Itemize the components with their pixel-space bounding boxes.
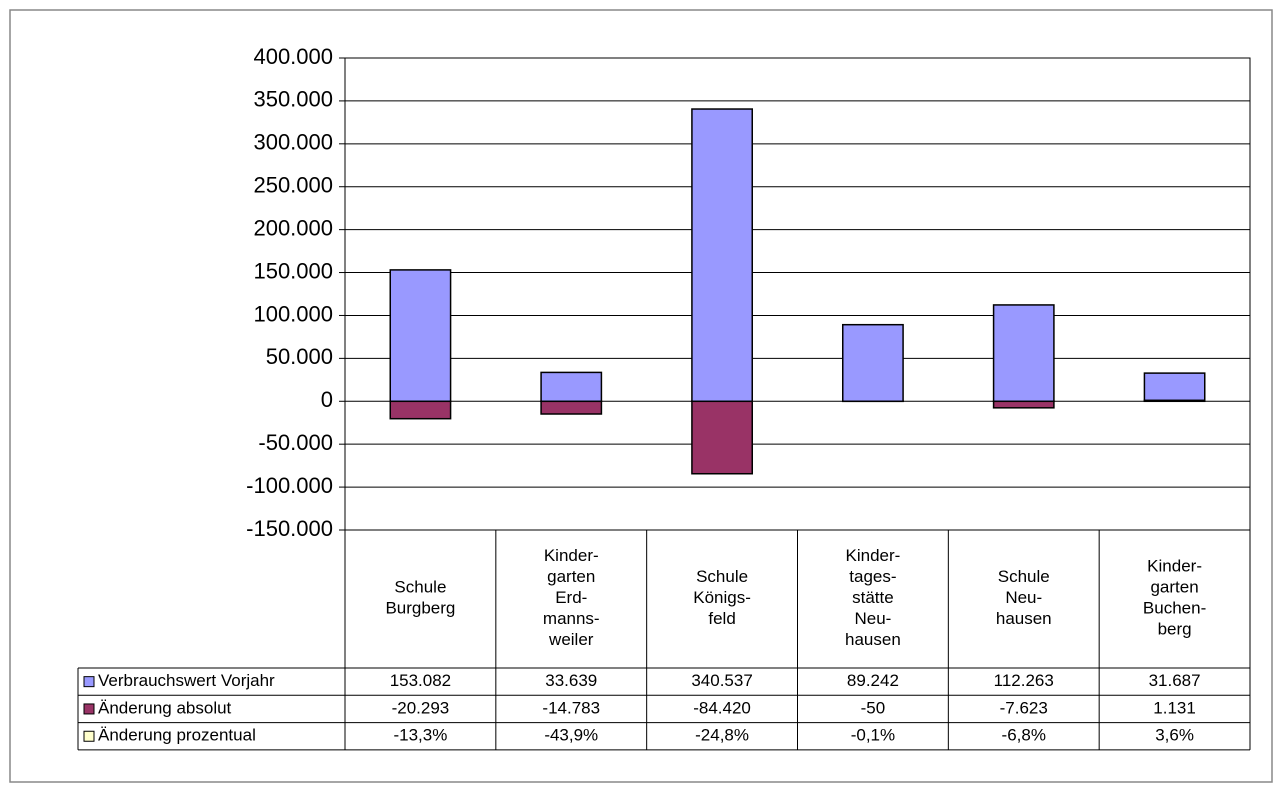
bar (390, 270, 450, 401)
bar (541, 372, 601, 401)
bar (843, 325, 903, 402)
bar (692, 109, 752, 401)
table-value: 112.263 (994, 671, 1054, 690)
table-value: -14.783 (542, 698, 600, 717)
legend-label: Änderung prozentual (98, 726, 256, 745)
y-tick-label: 50.000 (266, 344, 333, 369)
table-value: 153.082 (390, 671, 451, 690)
table-value: -7.623 (1000, 698, 1048, 717)
y-tick-label: 300.000 (253, 130, 333, 155)
legend-label: Änderung absolut (98, 698, 232, 717)
table-value: 1.131 (1153, 698, 1196, 717)
table-value: -0,1% (851, 726, 895, 745)
y-tick-label: -50.000 (258, 430, 333, 455)
table-value: 89.242 (847, 671, 899, 690)
table-value: -43,9% (544, 726, 598, 745)
table-value: -50 (861, 698, 886, 717)
y-tick-label: 400.000 (253, 44, 333, 69)
bar (994, 401, 1054, 408)
table-value: 3,6% (1155, 726, 1194, 745)
legend-swatch (84, 677, 94, 687)
legend-swatch (84, 731, 94, 741)
legend-label: Verbrauchswert Vorjahr (98, 671, 275, 690)
y-tick-label: 200.000 (253, 215, 333, 240)
bar (541, 401, 601, 414)
y-tick-label: 150.000 (253, 258, 333, 283)
y-tick-label: 0 (321, 387, 333, 412)
y-tick-label: 350.000 (253, 87, 333, 112)
table-value: 33.639 (545, 671, 597, 690)
table-value: 340.537 (691, 671, 752, 690)
y-tick-label: -150.000 (246, 516, 333, 541)
bar (1144, 373, 1204, 400)
plot-area (345, 58, 1250, 530)
bar (692, 401, 752, 473)
bar (390, 401, 450, 418)
y-tick-label: 100.000 (253, 301, 333, 326)
bar (994, 305, 1054, 401)
table-value: -84.420 (693, 698, 751, 717)
y-tick-label: 250.000 (253, 173, 333, 198)
table-value: -6,8% (1002, 726, 1046, 745)
table-value: -13,3% (393, 726, 447, 745)
legend-swatch (84, 704, 94, 714)
table-value: -20.293 (392, 698, 450, 717)
table-value: -24,8% (695, 726, 749, 745)
y-tick-label: -100.000 (246, 473, 333, 498)
table-value: 31.687 (1149, 671, 1201, 690)
